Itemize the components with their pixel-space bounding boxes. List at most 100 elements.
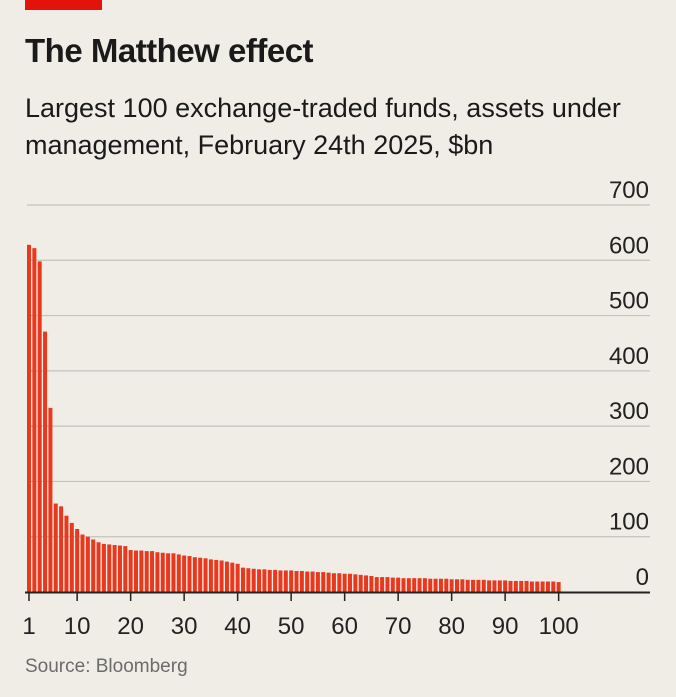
bar	[224, 561, 229, 592]
bar	[315, 572, 320, 592]
y-tick-label: 300	[609, 398, 649, 425]
bar	[80, 534, 85, 592]
bar	[139, 550, 144, 592]
y-tick-labels: 0 100 200 300 400 500 600 700	[609, 177, 649, 591]
bar	[348, 573, 352, 592]
bar	[513, 580, 518, 592]
bar	[401, 578, 406, 592]
y-tick-label: 0	[636, 564, 649, 591]
y-tick-label: 500	[609, 288, 649, 315]
bar	[551, 581, 556, 592]
y-tick-label: 200	[609, 453, 649, 480]
x-tick-label: 10	[64, 613, 91, 640]
y-tick-label: 400	[609, 343, 649, 370]
bar	[235, 563, 240, 592]
bar	[150, 551, 155, 592]
gridlines	[27, 204, 650, 538]
bar	[96, 542, 101, 592]
x-tick-label: 1	[22, 613, 35, 640]
bar	[545, 581, 550, 592]
bar	[182, 555, 187, 592]
bar	[128, 549, 133, 592]
bar	[417, 578, 422, 592]
bar	[198, 557, 203, 592]
bar	[283, 570, 288, 592]
bar	[187, 556, 192, 592]
source-note: Source: Bloomberg	[25, 656, 188, 677]
bar	[326, 572, 331, 592]
bar	[390, 577, 395, 592]
chart-subtitle: Largest 100 exchange-traded funds, asset…	[25, 93, 621, 160]
bar	[519, 580, 524, 592]
bar	[305, 571, 310, 592]
bar	[524, 580, 529, 592]
x-tick-labels: 1 10 20 30 40 50 60 70 80 90 100	[22, 592, 579, 640]
bar	[337, 573, 342, 592]
bar	[364, 575, 369, 592]
x-tick-label: 90	[492, 613, 519, 640]
bar	[406, 578, 411, 592]
bar	[37, 261, 42, 592]
bar	[101, 543, 106, 592]
x-tick-label: 50	[278, 613, 305, 640]
bar	[166, 553, 171, 592]
bar	[112, 545, 117, 592]
bar	[69, 522, 74, 592]
bar	[257, 569, 262, 592]
bar	[497, 580, 502, 592]
bar	[412, 578, 417, 592]
y-tick-label: 700	[609, 177, 649, 204]
bar	[53, 503, 58, 592]
bar	[321, 572, 326, 592]
bar	[310, 571, 315, 592]
bar	[503, 580, 508, 592]
x-tick-label: 80	[438, 613, 465, 640]
bar	[508, 580, 513, 592]
bar	[246, 568, 251, 592]
bar	[27, 244, 31, 592]
bar	[230, 562, 235, 592]
bar	[144, 551, 149, 592]
bar	[481, 579, 486, 592]
bar	[358, 574, 363, 592]
x-tick-label: 60	[331, 613, 358, 640]
bar	[134, 550, 138, 592]
y-tick-label: 600	[609, 232, 649, 259]
bar	[331, 573, 336, 592]
bar	[273, 569, 278, 592]
bar	[465, 579, 470, 592]
bar	[214, 559, 219, 592]
bar	[444, 578, 449, 592]
bar	[455, 579, 459, 592]
bar	[241, 567, 245, 592]
bar	[117, 545, 122, 592]
bar	[428, 578, 433, 592]
bar	[449, 579, 454, 592]
bar	[219, 560, 224, 592]
bar	[208, 559, 213, 592]
bars	[27, 244, 561, 592]
bar	[380, 577, 385, 592]
bar	[203, 558, 208, 592]
bar	[471, 579, 476, 592]
bar	[171, 553, 176, 592]
bar	[476, 579, 481, 592]
bar	[374, 577, 379, 592]
bar	[529, 581, 534, 592]
bar	[176, 554, 181, 592]
bar	[64, 515, 69, 592]
bar	[251, 568, 256, 592]
bar	[48, 407, 53, 592]
bar	[43, 331, 48, 592]
bar	[353, 574, 358, 592]
bar	[75, 528, 80, 592]
bar	[535, 581, 540, 592]
bar	[289, 570, 294, 592]
bar	[422, 578, 427, 592]
bar	[192, 557, 197, 592]
bar	[369, 575, 374, 592]
bar	[278, 570, 283, 592]
bar	[556, 582, 561, 592]
chart-title: The Matthew effect	[25, 32, 314, 69]
